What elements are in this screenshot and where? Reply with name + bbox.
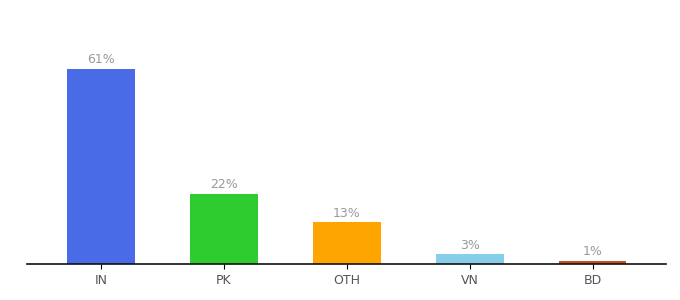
Bar [313, 222, 381, 264]
Text: 3%: 3% [460, 239, 479, 252]
Text: 22%: 22% [210, 178, 238, 191]
Bar [436, 254, 503, 264]
Bar [190, 194, 258, 264]
Text: 13%: 13% [333, 207, 360, 220]
Text: 1%: 1% [583, 245, 602, 258]
Bar [559, 261, 626, 264]
Text: 61%: 61% [87, 53, 115, 66]
Bar [67, 69, 135, 264]
